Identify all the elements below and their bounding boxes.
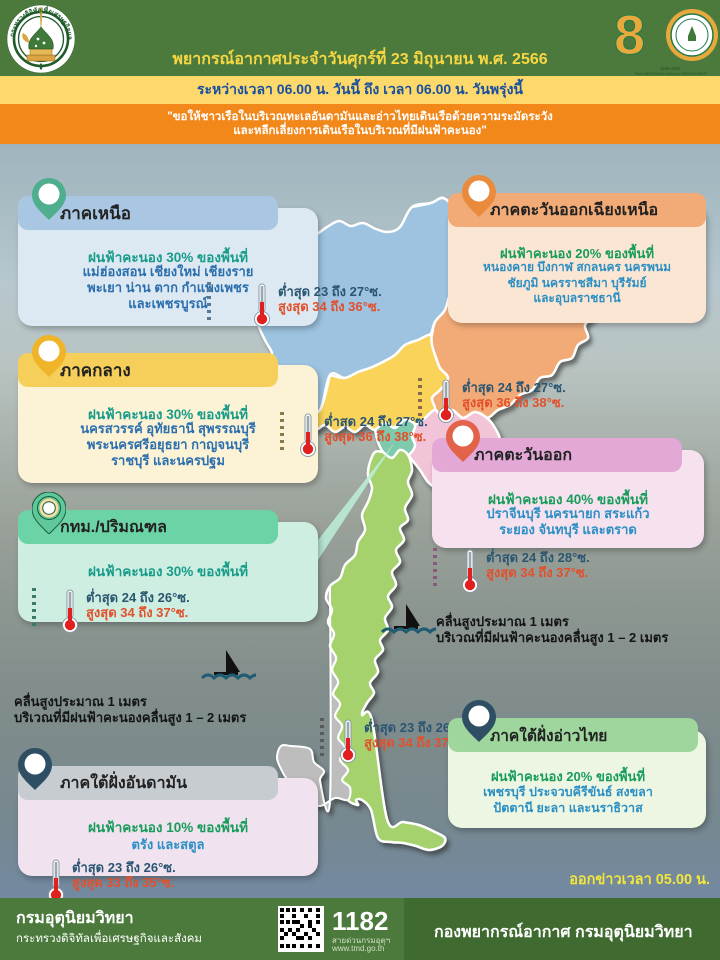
svg-text:1946-2026: 1946-2026	[660, 66, 681, 71]
svg-text:THAI METEOROLOGICAL DEPARTMENT: THAI METEOROLOGICAL DEPARTMENT	[634, 72, 708, 76]
svg-text:8: 8	[614, 3, 645, 66]
